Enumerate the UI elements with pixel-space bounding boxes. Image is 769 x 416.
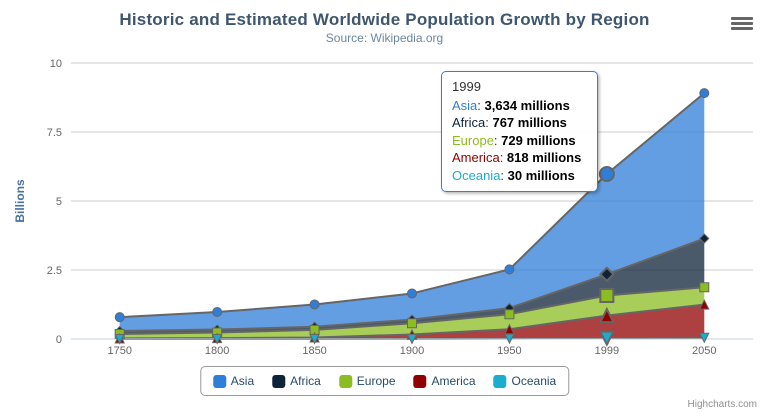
marker-africa-1999[interactable] (598, 266, 615, 283)
legend-label: Europe (356, 374, 396, 388)
marker-asia-1850[interactable] (309, 299, 320, 310)
chart-subtitle: Source: Wikipedia.org (325, 31, 444, 45)
y-axis-label: 10 (50, 58, 62, 70)
x-axis-label: 1800 (205, 345, 229, 357)
marker-america-2050[interactable] (698, 298, 710, 310)
x-axis-label: 1900 (400, 345, 424, 357)
legend-swatch-icon (338, 374, 352, 388)
marker-asia-1900[interactable] (407, 288, 417, 299)
legend-swatch-icon (272, 374, 286, 388)
legend-label: Africa (290, 374, 321, 388)
marker-oceania-1999[interactable] (598, 330, 615, 347)
marker-oceania-1850[interactable] (309, 333, 320, 345)
marker-oceania-2050[interactable] (698, 332, 710, 344)
marker-africa-2050[interactable] (699, 233, 710, 244)
hamburger-icon (731, 17, 753, 30)
marker-europe-1950[interactable] (504, 309, 515, 320)
marker-asia-1999[interactable] (598, 166, 615, 183)
x-axis-label: 2050 (692, 345, 716, 357)
hamburger-bar (731, 27, 753, 30)
marker-asia-1950[interactable] (504, 264, 515, 275)
marker-asia-2050[interactable] (699, 88, 710, 99)
legend: Asia Africa Europe America Oceania (199, 366, 570, 396)
legend-label: Oceania (511, 374, 557, 388)
legend-item-oceania[interactable]: Oceania (493, 374, 557, 388)
x-axis-label: 1850 (302, 345, 326, 357)
y-axis-title: Billions (13, 179, 27, 223)
legend-label: America (431, 374, 476, 388)
area-america[interactable] (119, 304, 705, 339)
legend-item-america[interactable]: America (413, 374, 476, 388)
x-axis-label: 1950 (497, 345, 521, 357)
legend-label: Asia (230, 374, 255, 388)
export-menu-button[interactable] (731, 17, 753, 31)
legend-item-europe[interactable]: Europe (338, 374, 396, 388)
hamburger-bar (731, 22, 753, 25)
legend-swatch-icon (413, 374, 427, 388)
marker-america-1999[interactable] (598, 306, 615, 324)
marker-oceania-1900[interactable] (406, 333, 418, 345)
marker-oceania-1950[interactable] (504, 333, 515, 345)
area-africa[interactable] (119, 238, 705, 334)
area-asia[interactable] (119, 93, 705, 332)
hamburger-bar (731, 17, 753, 20)
marker-oceania-1750[interactable] (114, 333, 126, 345)
legend-item-africa[interactable]: Africa (272, 374, 321, 388)
marker-europe-1999[interactable] (599, 287, 615, 303)
legend-swatch-icon (212, 374, 226, 388)
marker-europe-1900[interactable] (407, 318, 417, 329)
x-axis-label: 1999 (595, 345, 619, 357)
marker-asia-1800[interactable] (212, 307, 223, 318)
y-axis-label: 0 (56, 334, 62, 346)
y-axis-label: 2.5 (47, 265, 62, 277)
marker-oceania-1800[interactable] (211, 333, 223, 345)
marker-asia-1750[interactable] (114, 312, 125, 323)
y-axis-label: 7.5 (47, 127, 62, 139)
chart-title: Historic and Estimated Worldwide Populat… (119, 10, 650, 29)
highcharts-credits-link[interactable]: Highcharts.com (687, 399, 757, 410)
y-axis-label: 5 (56, 196, 62, 208)
x-axis-label: 1750 (107, 345, 131, 357)
legend-swatch-icon (493, 374, 507, 388)
marker-europe-2050[interactable] (699, 282, 710, 293)
legend-item-asia[interactable]: Asia (212, 374, 255, 388)
